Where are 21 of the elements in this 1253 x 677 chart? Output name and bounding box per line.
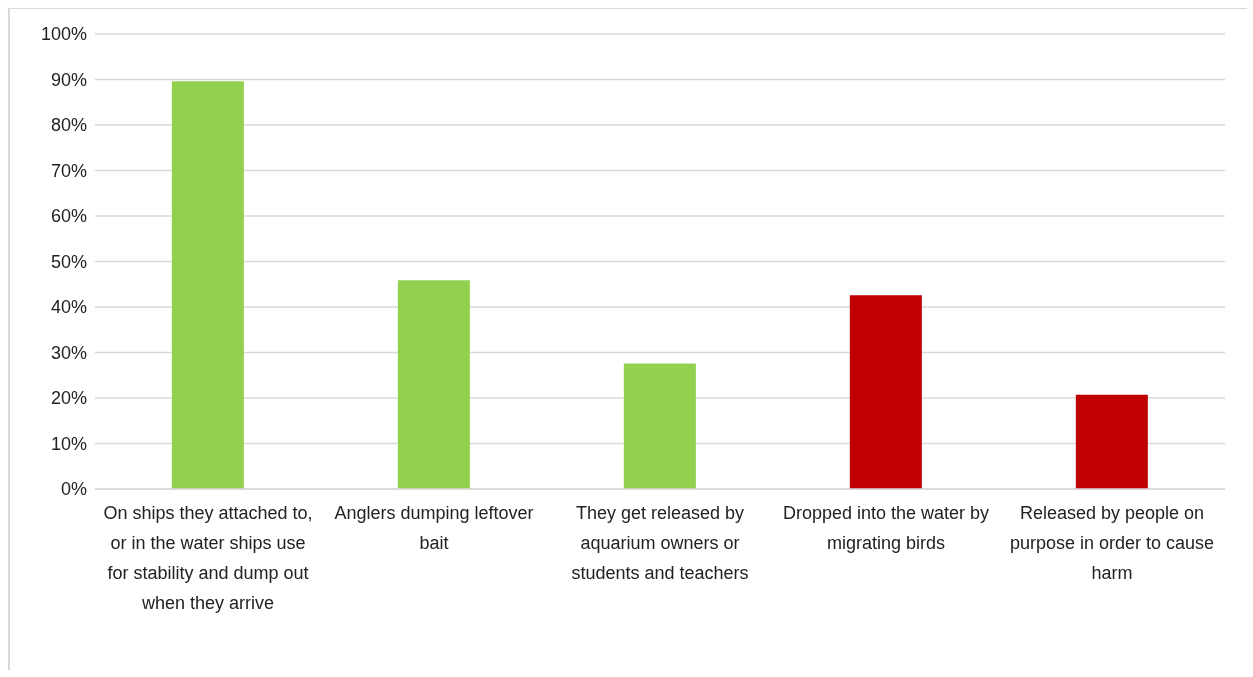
y-tick-label: 60% xyxy=(50,206,87,227)
bar xyxy=(397,280,470,489)
x-tick-label: Anglers dumping leftover bait xyxy=(334,503,534,554)
x-tick-label: They get released by aquarium owners or students and teachers xyxy=(571,503,749,583)
y-tick-label: 40% xyxy=(50,297,87,318)
y-tick-label: 100% xyxy=(40,24,87,45)
x-tick-label: Released by people on purpose in order to cause harm xyxy=(1009,503,1215,583)
bar xyxy=(623,363,696,489)
y-tick-label: 10% xyxy=(50,433,87,454)
y-tick-label: 20% xyxy=(50,388,87,409)
y-tick-label: 80% xyxy=(50,115,87,136)
bar xyxy=(1075,394,1148,489)
y-tick-label: 90% xyxy=(50,69,87,90)
y-tick-label: 30% xyxy=(50,342,87,363)
x-tick-label: Dropped into the water by migrating birds xyxy=(782,503,990,554)
y-tick-label: 0% xyxy=(60,479,87,500)
y-tick-label: 50% xyxy=(50,251,87,272)
bar xyxy=(849,295,922,489)
y-tick-label: 70% xyxy=(50,160,87,181)
x-tick-label: On ships they attached to, or in the water ships use for stability and dump out when they arrive xyxy=(103,503,313,613)
bar xyxy=(171,81,244,489)
